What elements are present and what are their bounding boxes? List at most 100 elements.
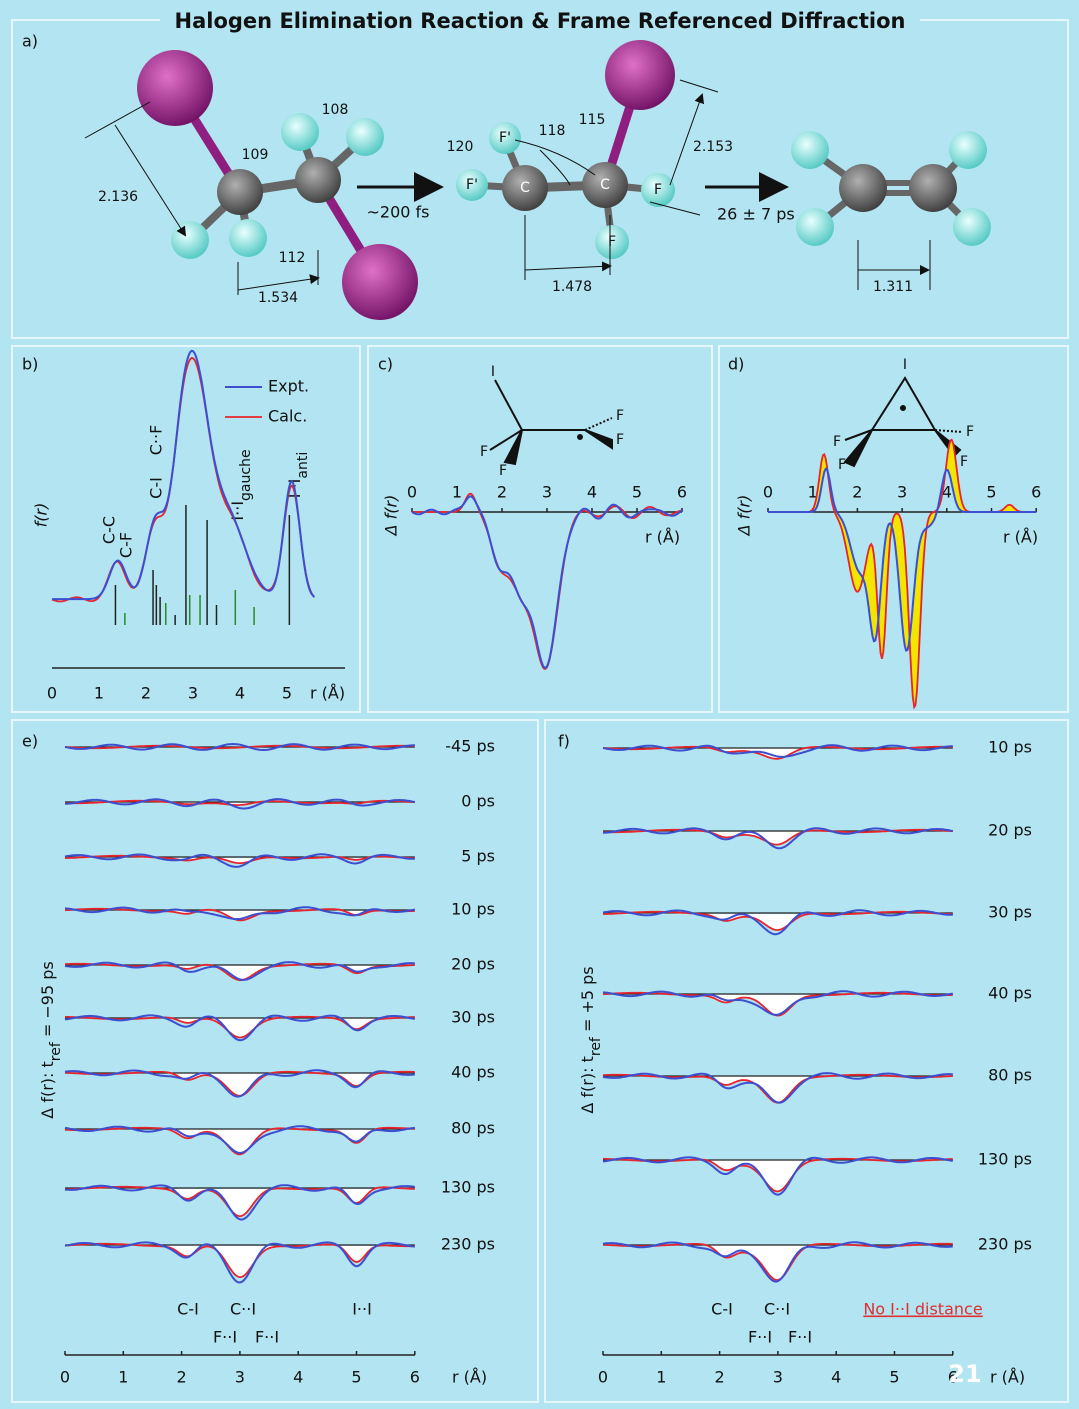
atom: C [520, 180, 530, 196]
time-label: 30 ps [451, 1008, 495, 1027]
x-axis-label: r (Å) [452, 1368, 487, 1387]
atom: F [654, 182, 662, 198]
angle: 109 [242, 147, 269, 163]
time-label: 5 ps [461, 847, 495, 866]
x-tick-label: 5 [282, 684, 292, 703]
molecule-3 [791, 131, 991, 290]
x-tick-label: 3 [542, 483, 552, 502]
peak-label: C-I [177, 1300, 199, 1319]
x-tick-label: 6 [410, 1368, 420, 1387]
atom: F [608, 234, 616, 250]
page-number: 21 [948, 1360, 981, 1388]
y-axis-label: Δ f(r) [735, 495, 754, 538]
title: Halogen Elimination Reaction & Frame Ref… [175, 9, 906, 33]
x-tick-label: 3 [897, 483, 907, 502]
time-label: 130 ps [441, 1178, 495, 1197]
x-tick-label: 6 [1031, 483, 1041, 502]
x-tick-label: 4 [831, 1368, 841, 1387]
panel-label: d) [728, 355, 744, 374]
atom: F [499, 463, 507, 479]
x-tick-label: 0 [763, 483, 773, 502]
trace-fill [603, 1160, 953, 1191]
trace-fill [603, 1076, 953, 1103]
label-main: Δ f(r): t [578, 1056, 597, 1113]
trace-fill [603, 1245, 953, 1280]
y-axis-label: Δ f(r) [382, 495, 401, 538]
time-label: 80 ps [451, 1119, 495, 1138]
timescale: ~200 fs [367, 203, 430, 222]
atom: F [833, 434, 841, 450]
time-label: 40 ps [988, 984, 1032, 1003]
atom: I [903, 357, 907, 373]
distance: 1.478 [552, 279, 592, 295]
atom: F [960, 454, 968, 470]
structure-c [490, 380, 612, 464]
time-label: 30 ps [988, 903, 1032, 922]
peak-label: C-F [117, 532, 136, 558]
label-sub: ref [48, 1041, 64, 1061]
panel-label: f) [558, 732, 570, 751]
x-axis-label: r (Å) [310, 684, 345, 703]
time-label: 40 ps [451, 1063, 495, 1082]
x-tick-label: 0 [47, 684, 57, 703]
label-rest: = +5 ps [578, 966, 597, 1037]
structure-d [845, 378, 962, 466]
figure: Halogen Elimination Reaction & Frame Ref… [0, 0, 1079, 1409]
atom: F [616, 408, 624, 424]
panel-label: b) [22, 355, 38, 374]
distance: 2.136 [98, 189, 138, 205]
x-tick-label: 4 [235, 684, 245, 703]
x-tick-label: 1 [118, 1368, 128, 1387]
distance: 1.534 [258, 290, 298, 306]
trace-fill [65, 1129, 415, 1154]
molecule-2 [456, 40, 718, 280]
legend-label: Expt. [268, 377, 309, 396]
time-label: 10 ps [451, 900, 495, 919]
x-tick-label: 1 [452, 483, 462, 502]
angle: 120 [447, 139, 474, 155]
x-tick-label: 5 [889, 1368, 899, 1387]
x-tick-label: 3 [188, 684, 198, 703]
x-tick-label: 0 [598, 1368, 608, 1387]
panel-e-box [12, 720, 538, 1402]
trace-fill [603, 913, 953, 930]
atom: I [491, 364, 495, 380]
time-label: 0 ps [461, 792, 495, 811]
x-tick-label: 2 [715, 1368, 725, 1387]
x-tick-label: 6 [677, 483, 687, 502]
panel-label: e) [22, 732, 38, 751]
x-tick-label: 5 [351, 1368, 361, 1387]
distance: 1.311 [873, 279, 913, 295]
atom: C [600, 177, 610, 193]
peak-label: F··I [748, 1328, 772, 1347]
x-axis-label: r (Å) [1003, 528, 1038, 547]
label-rest: = −95 ps [38, 961, 57, 1042]
angle: 112 [279, 250, 306, 266]
angle: 115 [579, 112, 606, 128]
peak-label: C··I [230, 1300, 256, 1319]
expt-curve [412, 496, 682, 668]
time-label: 20 ps [988, 821, 1032, 840]
label-main: Δ f(r): t [38, 1061, 57, 1118]
time-label: 20 ps [451, 955, 495, 974]
x-axis-label: r (Å) [990, 1368, 1025, 1387]
panel-label: c) [378, 355, 393, 374]
y-axis-label: Δ f(r): tref = +5 ps [578, 966, 605, 1113]
x-tick-label: 4 [293, 1368, 303, 1387]
time-label: 230 ps [441, 1235, 495, 1254]
trace-fill [603, 994, 953, 1016]
x-tick-label: 1 [656, 1368, 666, 1387]
x-tick-label: 4 [587, 483, 597, 502]
peak-label: C-I [711, 1300, 733, 1319]
timescale: 26 ± 7 ps [717, 205, 795, 224]
x-tick-label: 0 [407, 483, 417, 502]
x-tick-label: 2 [141, 684, 151, 703]
x-tick-label: 5 [986, 483, 996, 502]
peak-label: C-I [147, 477, 166, 499]
peak-label: I··I [352, 1300, 372, 1319]
atom: F [616, 432, 624, 448]
x-tick-label: 2 [497, 483, 507, 502]
peak-label: C··I [764, 1300, 790, 1319]
peak-label: F··I [255, 1328, 279, 1347]
note: No I··I distance [863, 1300, 982, 1319]
